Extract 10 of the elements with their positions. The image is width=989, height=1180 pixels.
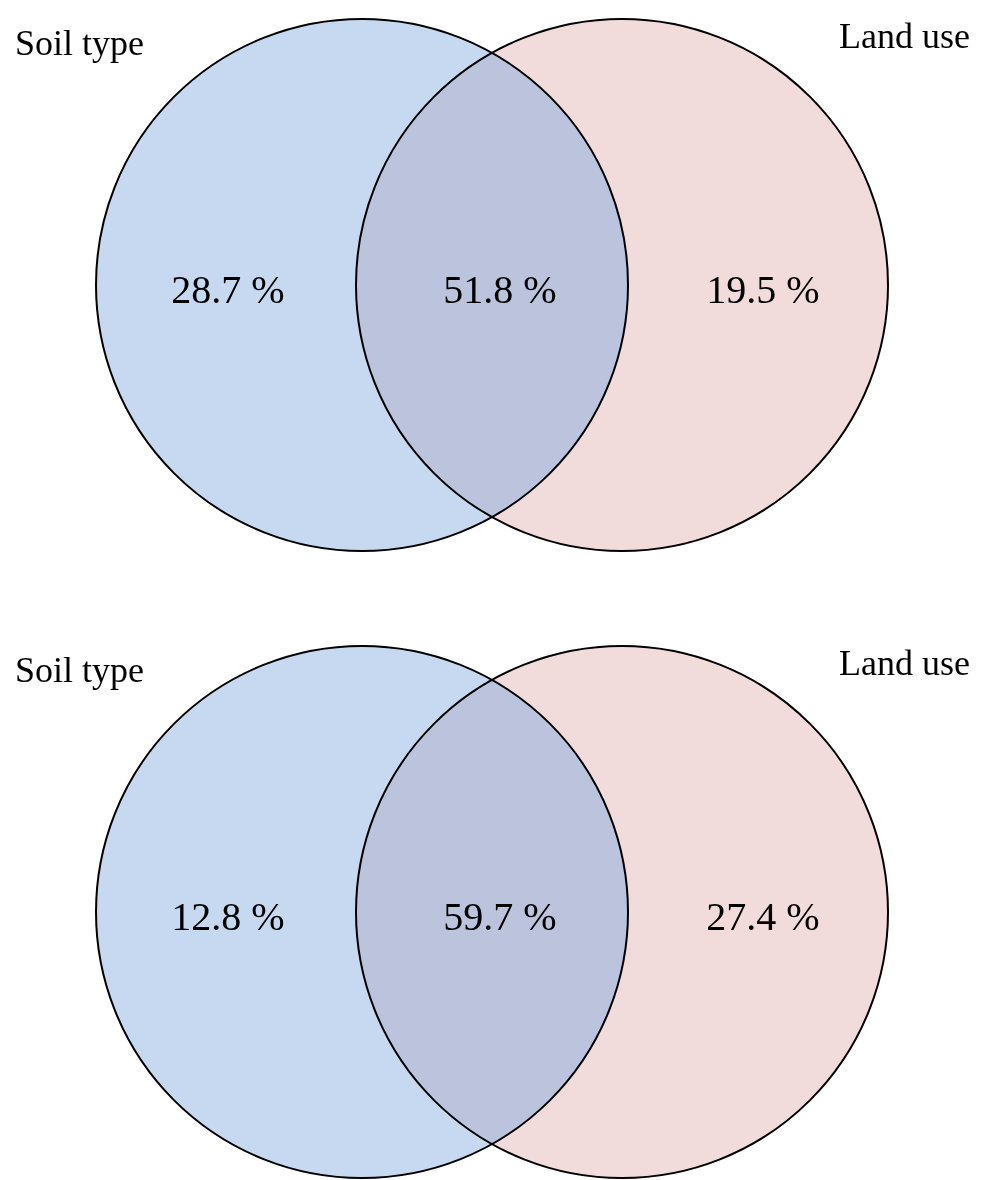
category-label: Land use — [839, 643, 970, 683]
data-label: 19.5 % — [706, 267, 820, 312]
data-label: 12.8 % — [171, 894, 285, 939]
data-label: 59.7 % — [443, 894, 557, 939]
data-label: 27.4 % — [706, 894, 820, 939]
category-label: Soil type — [15, 23, 145, 63]
category-label: Soil type — [15, 650, 145, 690]
data-label: 51.8 % — [443, 267, 557, 312]
category-label: Land use — [839, 16, 970, 56]
data-label: 28.7 % — [171, 267, 285, 312]
